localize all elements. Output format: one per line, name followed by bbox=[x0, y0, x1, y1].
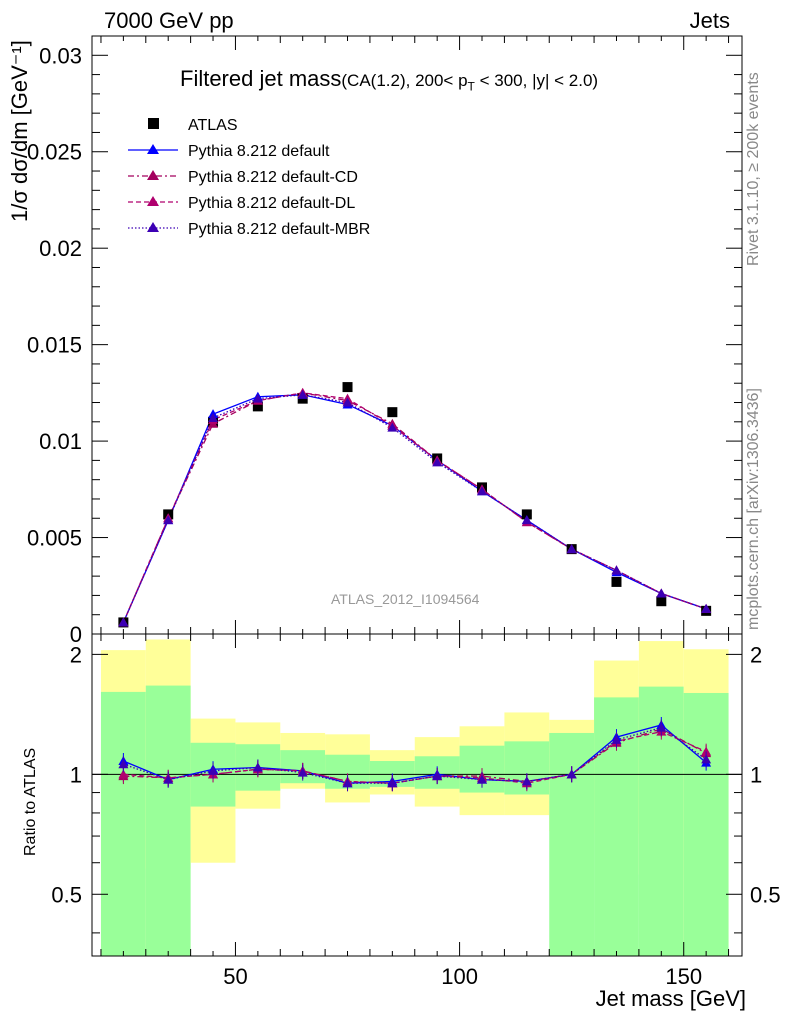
ratio-series-line bbox=[123, 726, 707, 784]
main-series-marker bbox=[297, 389, 308, 399]
main-series-marker bbox=[118, 617, 129, 627]
ratio-series-marker bbox=[701, 746, 712, 756]
main-y-tick-label: 0.02 bbox=[39, 236, 82, 261]
main-series-line bbox=[122, 394, 707, 623]
ratio-y-tick-label-right: 1 bbox=[750, 762, 762, 787]
ratio-series-line bbox=[123, 724, 707, 784]
legend: ATLAS Pythia 8.212 default Pythia 8.212 de… bbox=[128, 117, 370, 238]
ratio-series-marker bbox=[566, 769, 577, 779]
analysis-id-label: ATLAS_2012_I1094564 bbox=[331, 591, 480, 607]
ratio-uncertainty-bands bbox=[92, 639, 742, 956]
main-y-tick-label: 0.01 bbox=[39, 429, 82, 454]
legend-marker bbox=[147, 170, 159, 180]
axis-ticks bbox=[92, 35, 742, 956]
x-tick-label: 100 bbox=[441, 964, 478, 989]
atlas-data-point bbox=[656, 596, 667, 607]
title-sub-pre: (CA(1.2), 200< p bbox=[341, 71, 468, 90]
mcplots-side-label: mcplots.cern.ch [arXiv:1306.3436] bbox=[745, 388, 762, 630]
main-series-marker bbox=[432, 457, 443, 467]
atlas-data-point bbox=[387, 407, 398, 418]
legend-label: Pythia 8.212 default-CD bbox=[188, 169, 358, 186]
main-series-marker bbox=[611, 565, 622, 575]
ratio-series-marker bbox=[521, 776, 532, 786]
main-series-marker bbox=[208, 412, 219, 422]
ratio-y-tick-label: 0.5 bbox=[51, 882, 82, 907]
main-y-tick-label: 0 bbox=[70, 622, 82, 647]
main-series-marker bbox=[252, 393, 263, 403]
tick-labels: 50 100 150 0 0.005 0.01 0.015 0.02 0.025 0.03 0.5 0… bbox=[27, 43, 781, 989]
ratio-series-marker bbox=[163, 774, 174, 784]
band-green-bin bbox=[683, 692, 729, 956]
header-right-label: Jets bbox=[689, 8, 730, 33]
atlas-data-point bbox=[611, 576, 622, 587]
main-series-marker bbox=[701, 603, 712, 613]
ratio-y-tick-label-right: 0.5 bbox=[750, 882, 781, 907]
ratio-series-marker bbox=[477, 774, 487, 784]
main-y-axis-label: 1/σ dσ/dm [GeV⁻¹] bbox=[7, 40, 32, 222]
ratio-series-marker bbox=[656, 722, 667, 732]
atlas-data-point bbox=[342, 382, 353, 393]
ratio-y-axis-label: Ratio to ATLAS bbox=[22, 747, 39, 856]
ratio-series-marker bbox=[118, 769, 129, 779]
legend-marker bbox=[147, 144, 159, 154]
ratio-series-marker bbox=[118, 759, 129, 769]
main-y-tick-label: 0.03 bbox=[39, 43, 82, 68]
main-series-marker bbox=[342, 397, 353, 407]
ratio-series-marker bbox=[208, 765, 219, 775]
main-series-marker bbox=[521, 515, 532, 525]
atlas-data-point bbox=[521, 509, 532, 520]
legend-marker-atlas bbox=[148, 118, 159, 129]
legend-marker bbox=[147, 222, 159, 232]
ratio-series-line bbox=[123, 730, 707, 784]
ratio-series-marker bbox=[387, 778, 398, 788]
x-tick-label: 50 bbox=[223, 964, 247, 989]
x-tick-label: 150 bbox=[665, 964, 702, 989]
ratio-y-tick-label: 2 bbox=[70, 642, 82, 667]
header-left-label: 7000 GeV pp bbox=[104, 8, 234, 33]
legend-label: ATLAS bbox=[188, 117, 238, 134]
legend-marker bbox=[147, 196, 159, 206]
ratio-y-tick-label: 1 bbox=[70, 762, 82, 787]
ratio-panel-frame bbox=[91, 633, 743, 957]
rivet-side-label: Rivet 3.1.10, ≥ 200k events bbox=[745, 72, 762, 266]
main-series-marker bbox=[656, 588, 667, 598]
band-green-bin bbox=[100, 691, 146, 956]
ratio-series-marker bbox=[342, 778, 353, 788]
ratio-y-tick-label-right: 2 bbox=[750, 642, 762, 667]
main-series-marker bbox=[387, 422, 398, 432]
ratio-series-marker bbox=[701, 754, 712, 764]
atlas-data-point bbox=[252, 401, 263, 412]
band-green-bin bbox=[145, 685, 191, 956]
legend-label: Pythia 8.212 default bbox=[188, 143, 330, 160]
series-lines bbox=[122, 392, 707, 784]
title-sub-post: < 300, |y| < 2.0) bbox=[474, 71, 599, 90]
chart-title-sub: (CA(1.2), 200< pT < 300, |y| < 2.0) bbox=[341, 71, 599, 94]
title-sub-T: T bbox=[467, 79, 475, 94]
main-y-tick-label: 0.005 bbox=[27, 526, 82, 551]
ratio-series-marker bbox=[432, 771, 443, 781]
legend-label: Pythia 8.212 default-DL bbox=[188, 195, 355, 212]
main-series-line bbox=[122, 392, 707, 623]
chart-title-main: Filtered jet mass bbox=[180, 66, 342, 91]
ratio-series-marker bbox=[297, 767, 308, 777]
ratio-series-marker bbox=[611, 734, 622, 744]
legend-label: Pythia 8.212 default-MBR bbox=[188, 221, 370, 238]
main-series-marker bbox=[566, 544, 577, 554]
ratio-series-marker bbox=[252, 762, 263, 772]
x-axis-label: Jet mass [GeV] bbox=[595, 986, 746, 1011]
chart-title: Filtered jet mass(CA(1.2), 200< pT < 300… bbox=[180, 66, 598, 93]
series-markers bbox=[118, 382, 712, 792]
main-series-marker bbox=[477, 486, 487, 496]
main-series-marker bbox=[163, 515, 174, 525]
axes-frame bbox=[91, 35, 743, 957]
main-y-tick-label: 0.025 bbox=[27, 140, 82, 165]
main-y-tick-label: 0.015 bbox=[27, 333, 82, 358]
